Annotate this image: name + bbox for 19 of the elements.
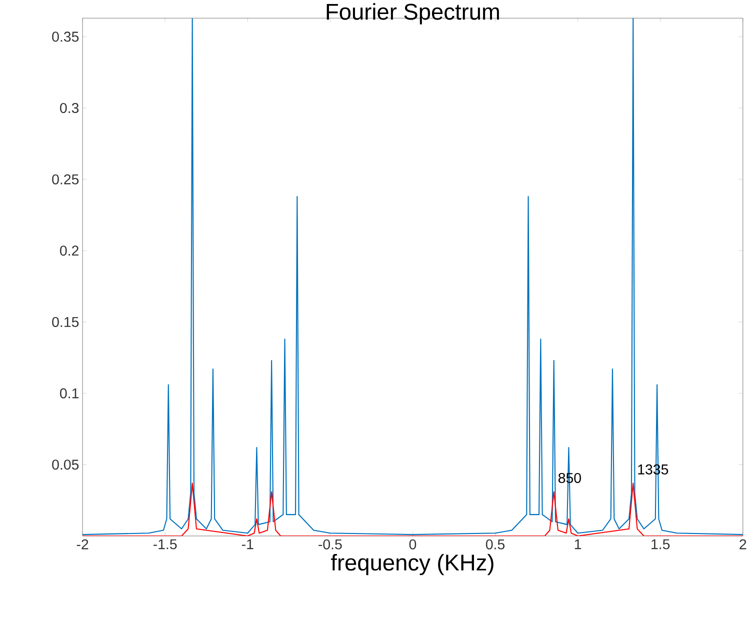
- y-tick-label: 0.35: [52, 31, 79, 42]
- x-tick-label: 1.5: [652, 539, 670, 550]
- y-tick-label: 0.1: [60, 388, 79, 398]
- y-tick-label: 0.05: [52, 459, 79, 470]
- x-tick-label: -0.5: [318, 539, 342, 550]
- y-tick-label: 0.2: [60, 245, 78, 256]
- x-tick-label: -2: [76, 539, 88, 550]
- x-tick-label: 2: [740, 539, 746, 550]
- x-axis-title: frequency (KHz): [330, 554, 494, 575]
- line-series: [82, 482, 743, 536]
- x-tick-label: 1: [574, 539, 582, 549]
- y-tick-label: 0.3: [60, 102, 79, 113]
- chart-title: Fourier Spectrum: [326, 2, 499, 24]
- x-tick-label: -1.5: [153, 539, 177, 550]
- x-tick-label: -1: [242, 539, 254, 549]
- x-tick-label: 0: [409, 539, 416, 550]
- x-tick-label: 0.5: [486, 539, 505, 550]
- y-tick-label: 0.25: [52, 174, 79, 184]
- y-tick-label: 0.15: [52, 316, 79, 327]
